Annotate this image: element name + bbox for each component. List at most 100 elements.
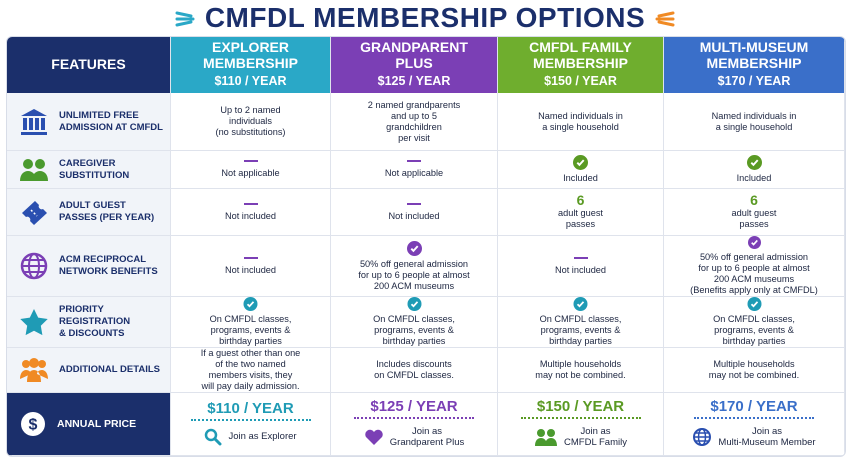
text-line: Multiple households <box>713 359 795 369</box>
text-block: Join as Multi-Museum Member <box>718 426 815 448</box>
feature-cell: ACM RECIPROCAL NETWORK BENEFITS <box>7 236 171 297</box>
text-line: passes <box>739 218 769 229</box>
cell: Named individuals in a single household <box>498 93 664 151</box>
join-link[interactable]: Join as CMFDL Family <box>534 426 627 448</box>
text-block: MULTI-MUSEUM MEMBERSHIP <box>700 40 809 71</box>
text-line: a single household <box>542 121 619 132</box>
cell: 50% off general admission for up to 6 peo… <box>331 236 498 297</box>
text-line: may not be combined. <box>535 370 626 380</box>
join-link[interactable]: Join as Explorer <box>204 428 297 446</box>
text-block: ADULT GUEST PASSES (PER YEAR) <box>59 200 154 224</box>
cell: Not included <box>171 189 331 236</box>
price: $150 / YEAR <box>520 399 641 419</box>
title-wrap: CMFDL MEMBERSHIP OPTIONS <box>0 2 850 36</box>
dollar-icon: $ <box>21 412 45 436</box>
text-line: MEMBERSHIP <box>533 54 628 71</box>
join-link[interactable]: Join as Multi-Museum Member <box>692 426 816 448</box>
check-icon <box>407 297 421 311</box>
text-block: If a guest other than one of the two name… <box>201 348 301 392</box>
text-block: Join as CMFDL Family <box>564 426 627 448</box>
text-line: ADDITIONAL DETAILS <box>59 364 160 375</box>
text-line: 2 named grandparents <box>367 99 461 110</box>
text-line: NETWORK BENEFITS <box>59 266 158 277</box>
cell: 6 adult guest passes <box>664 189 845 236</box>
price: $170 / YEAR <box>694 399 814 419</box>
text-block: Not included <box>555 265 606 276</box>
feature-cell: UNLIMITED FREE ADMISSION AT CMFDL <box>7 93 171 151</box>
text-line: of the two named <box>215 359 286 369</box>
text-block: On CMFDL classes, programs, events & birth… <box>713 314 795 347</box>
text-line: On CMFDL classes, <box>539 314 622 324</box>
svg-text:$: $ <box>29 417 38 434</box>
text-line: MULTI-MUSEUM <box>699 39 809 56</box>
header-price: $125 / YEAR <box>377 74 451 89</box>
cell: Included <box>498 151 664 189</box>
text-block: adult guest passes <box>558 208 603 230</box>
text-block: Multiple households may not be combined. <box>535 359 625 381</box>
cell: On CMFDL classes, programs, events & birth… <box>171 297 331 348</box>
dash-icon <box>573 256 588 259</box>
text-line: for up to 6 people at almost <box>358 269 470 280</box>
text-line: Join as <box>411 425 443 437</box>
check-icon <box>406 240 422 256</box>
text-block: ADDITIONAL DETAILS <box>59 364 160 376</box>
text-line: UNLIMITED FREE <box>59 109 139 121</box>
text-line: Not applicable <box>221 168 280 178</box>
text-line: If a guest other than one <box>200 348 301 358</box>
text-line: birthday parties <box>722 336 786 346</box>
text-line: passes <box>565 218 596 229</box>
dash-icon <box>407 202 421 205</box>
text-line: 50% off general admission <box>359 258 469 269</box>
text-line: EXPLORER <box>211 39 289 56</box>
cell: 50% off general admission for up to 6 peo… <box>664 236 845 297</box>
text-line: SUBSTITUTION <box>59 169 130 181</box>
text-block: CMFDL FAMILY MEMBERSHIP <box>529 40 632 71</box>
text-block: Not applicable <box>221 168 279 179</box>
text-line: members visits, they <box>208 370 293 380</box>
text-block: EXPLORER MEMBERSHIP <box>203 40 298 71</box>
feature-cell: ADDITIONAL DETAILS <box>7 348 171 393</box>
text-line: programs, events & <box>210 325 291 335</box>
cell: 6 adult guest passes <box>498 189 664 236</box>
text-line: will pay daily admission. <box>201 381 300 391</box>
header-text: FEATURES <box>51 56 126 73</box>
text-line: Multiple households <box>539 359 622 369</box>
price: $110 / YEAR <box>190 401 311 421</box>
text-block: UNLIMITED FREE ADMISSION AT CMFDL <box>59 110 163 134</box>
header-cell: EXPLORER MEMBERSHIP $110 / YEAR <box>171 37 331 93</box>
text-line: Included <box>736 173 772 183</box>
text-line: programs, events & <box>374 325 454 335</box>
text-block: On CMFDL classes, programs, events & birth… <box>210 314 292 347</box>
cell: Not applicable <box>171 151 331 189</box>
text-line: GRANDPARENT <box>360 39 468 56</box>
text-line: Not included <box>224 210 277 221</box>
text-block: On CMFDL classes, programs, events & birth… <box>540 314 622 347</box>
text-line: individuals <box>229 116 272 126</box>
text-line: Not applicable <box>384 168 444 178</box>
text-line: birthday parties <box>549 336 612 346</box>
text-block: 2 named grandparents and up to 5 grandchil… <box>368 100 460 144</box>
check-icon <box>746 155 762 170</box>
text-block: Not included <box>225 211 276 222</box>
group-icon <box>20 358 48 382</box>
join-link[interactable]: Join as Grandparent Plus <box>364 426 464 448</box>
text-line: PRIORITY REGISTRATION <box>59 304 131 327</box>
cell: Multiple households may not be combined. <box>498 348 664 393</box>
text-line: (Benefits apply only at CMFDL) <box>690 285 818 295</box>
text-block: PRIORITY REGISTRATION & DISCOUNTS <box>59 304 170 340</box>
text-line: CMFDL FAMILY <box>529 39 632 56</box>
feature-cell: ADULT GUEST PASSES (PER YEAR) <box>7 189 171 236</box>
text-block: ACM RECIPROCAL NETWORK BENEFITS <box>59 254 158 278</box>
text-line: birthday parties <box>382 336 446 346</box>
text-line: 200 ACM museums <box>713 274 795 284</box>
text-line: Up to 2 named <box>220 105 281 115</box>
text-line: Grandparent Plus <box>389 436 465 448</box>
text-line: Named individuals in <box>711 110 797 121</box>
text-line: Named individuals in <box>538 110 623 121</box>
text-block: 50% off general admission for up to 6 peo… <box>690 252 818 296</box>
cell: Not applicable <box>331 151 498 189</box>
cell: Includes discounts on CMFDL classes. <box>331 348 498 393</box>
cell: On CMFDL classes, programs, events & birth… <box>664 297 845 348</box>
globe-icon <box>20 252 48 280</box>
